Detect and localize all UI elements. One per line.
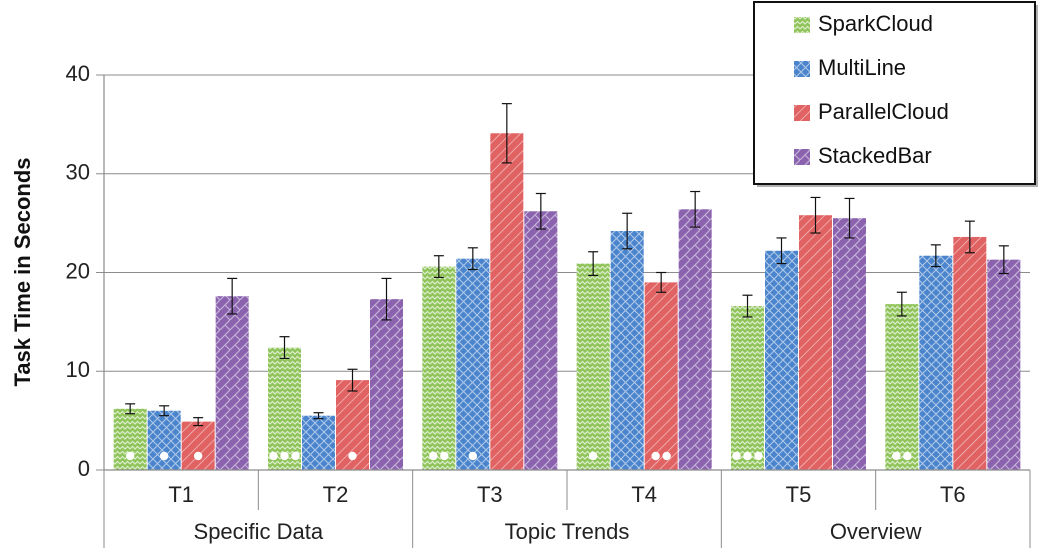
bar-parallelcloud-t3	[490, 133, 524, 470]
y-tick-label: 40	[66, 61, 90, 86]
bars	[113, 103, 1021, 471]
bar-multiline-t2	[302, 415, 335, 470]
bar-stackedbar-t6	[987, 259, 1021, 470]
bar-multiline-t4	[610, 231, 644, 470]
legend-label-multiline: MultiLine	[818, 55, 906, 80]
group-label: Specific Data	[194, 519, 324, 544]
significance-dot	[651, 451, 660, 461]
bar-stackedbar-t3	[524, 211, 558, 470]
legend-swatch-stackedbar	[794, 149, 810, 165]
significance-dot	[269, 451, 278, 461]
significance-dot	[468, 451, 478, 461]
bar-parallelcloud-t1	[181, 421, 215, 470]
bar-sparkcloud-t5	[731, 306, 764, 470]
x-tick-label-t6: T6	[940, 482, 966, 507]
legend-swatch-parallelcloud	[794, 105, 810, 121]
bar-sparkcloud-t3	[422, 266, 456, 470]
bar-multiline-t3	[456, 258, 490, 470]
y-tick-label: 20	[66, 258, 90, 283]
significance-dot	[754, 451, 763, 461]
bar-stackedbar-t4	[678, 209, 712, 471]
significance-dot	[159, 451, 169, 461]
group-label: Topic Trends	[505, 519, 630, 544]
significance-dot	[732, 451, 741, 461]
bar-parallelcloud-t4	[644, 282, 678, 470]
significance-dot	[429, 451, 438, 461]
significance-dot	[892, 451, 901, 461]
legend-swatch-sparkcloud	[794, 17, 810, 33]
x-tick-label-t4: T4	[631, 482, 657, 507]
legend-swatch-multiline	[794, 61, 810, 77]
bar-multiline-t1	[147, 410, 181, 470]
significance-dot	[193, 451, 203, 461]
bar-sparkcloud-t1	[113, 408, 147, 470]
legend-label-stackedbar: StackedBar	[818, 143, 932, 168]
significance-dot	[280, 451, 289, 461]
legend-label-parallelcloud: ParallelCloud	[818, 99, 949, 124]
bar-sparkcloud-t2	[268, 347, 301, 470]
y-tick-label: 0	[78, 456, 90, 481]
bar-sparkcloud-t4	[576, 263, 610, 470]
significance-dot	[348, 451, 357, 461]
significance-dot	[291, 451, 300, 461]
bar-multiline-t5	[765, 250, 798, 470]
legend-label-sparkcloud: SparkCloud	[818, 11, 933, 36]
bar-stackedbar-t2	[370, 299, 403, 470]
x-tick-label-t5: T5	[786, 482, 812, 507]
bar-multiline-t6	[919, 255, 953, 470]
significance-dot	[125, 451, 135, 461]
bar-sparkcloud-t6	[885, 304, 919, 470]
y-axis-ticks: 0 10 20 30 40	[66, 61, 104, 481]
bar-parallelcloud-t6	[953, 236, 987, 470]
significance-dot	[662, 451, 671, 461]
x-axis: T1 T2 T3 T4 T5 T6 Specific Data Topic Trends Ove…	[103, 75, 1031, 548]
x-tick-label-t1: T1	[168, 482, 194, 507]
bar-stackedbar-t1	[215, 296, 249, 470]
significance-dot	[903, 451, 912, 461]
group-label: Overview	[830, 519, 922, 544]
legend: SparkCloud MultiLine ParallelCloud StackedB…	[753, 1, 1038, 187]
y-axis-label: Task Time in Seconds	[10, 157, 35, 386]
y-tick-label: 30	[66, 160, 90, 185]
significance-dot	[743, 451, 752, 461]
bar-parallelcloud-t5	[799, 215, 832, 470]
significance-dot	[440, 451, 449, 461]
bar-stackedbar-t5	[833, 218, 866, 470]
x-tick-label-t3: T3	[477, 482, 503, 507]
y-tick-label: 10	[66, 357, 90, 382]
x-tick-label-t2: T2	[323, 482, 349, 507]
significance-dot	[588, 451, 598, 461]
